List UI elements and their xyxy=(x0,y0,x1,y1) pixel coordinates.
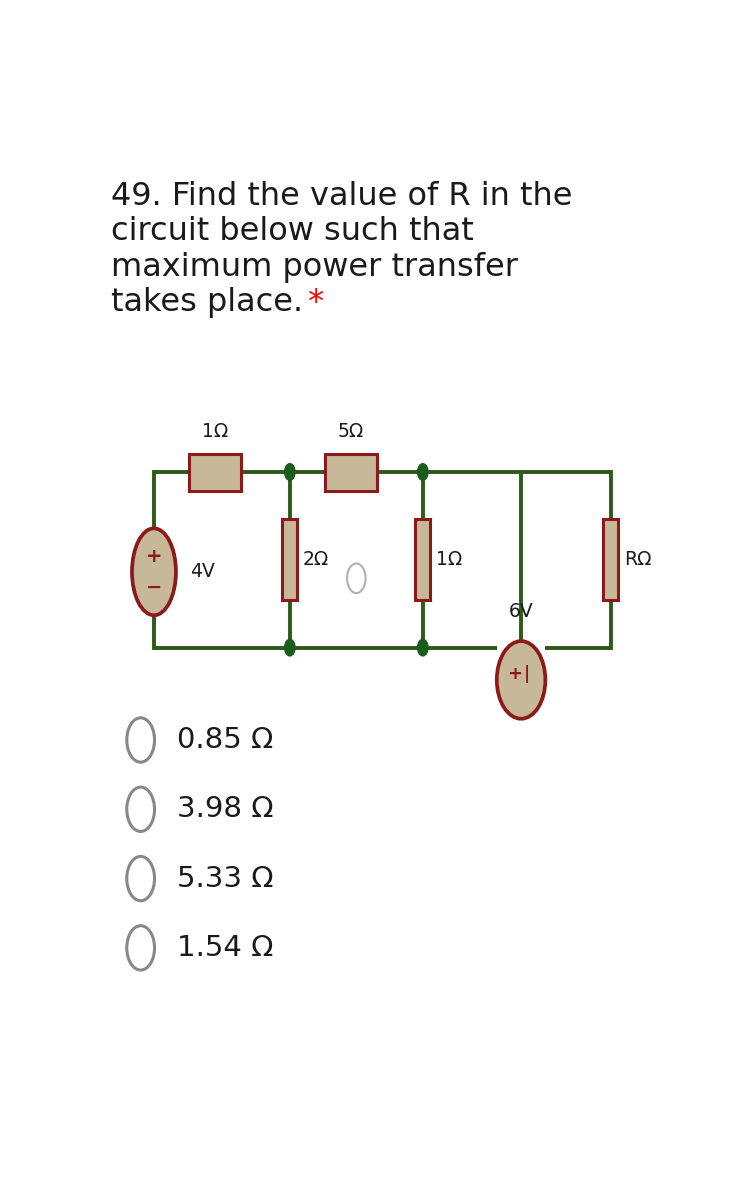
Text: 4V: 4V xyxy=(190,563,216,581)
Circle shape xyxy=(127,718,154,762)
FancyBboxPatch shape xyxy=(416,520,430,600)
Text: 5.33 Ω: 5.33 Ω xyxy=(177,864,273,893)
Text: 1Ω: 1Ω xyxy=(201,421,228,440)
Text: −: − xyxy=(145,577,162,596)
Text: maximum power transfer: maximum power transfer xyxy=(110,252,518,283)
Text: 1.54 Ω: 1.54 Ω xyxy=(177,934,273,962)
Circle shape xyxy=(418,463,428,480)
FancyBboxPatch shape xyxy=(189,454,241,491)
Circle shape xyxy=(127,925,154,970)
Text: +: + xyxy=(145,547,162,566)
Text: takes place.: takes place. xyxy=(110,287,303,318)
Text: 49. Find the value of R in the: 49. Find the value of R in the xyxy=(110,181,572,212)
Circle shape xyxy=(418,640,428,656)
Circle shape xyxy=(497,641,545,719)
FancyBboxPatch shape xyxy=(325,454,377,491)
Circle shape xyxy=(347,564,366,593)
FancyBboxPatch shape xyxy=(604,520,618,600)
Circle shape xyxy=(127,857,154,901)
Text: |: | xyxy=(524,665,530,683)
FancyBboxPatch shape xyxy=(282,520,298,600)
Text: 5Ω: 5Ω xyxy=(337,421,363,440)
Text: +: + xyxy=(507,665,522,683)
Text: 3.98 Ω: 3.98 Ω xyxy=(177,796,273,823)
Text: circuit below such that: circuit below such that xyxy=(110,216,474,247)
Text: RΩ: RΩ xyxy=(624,551,651,569)
Ellipse shape xyxy=(132,528,176,616)
Circle shape xyxy=(285,640,295,656)
Circle shape xyxy=(285,463,295,480)
Text: 2Ω: 2Ω xyxy=(303,551,330,569)
Circle shape xyxy=(127,787,154,832)
Text: *: * xyxy=(298,287,325,318)
Text: 1Ω: 1Ω xyxy=(436,551,463,569)
Text: 6V: 6V xyxy=(509,601,533,620)
Text: 0.85 Ω: 0.85 Ω xyxy=(177,726,273,754)
